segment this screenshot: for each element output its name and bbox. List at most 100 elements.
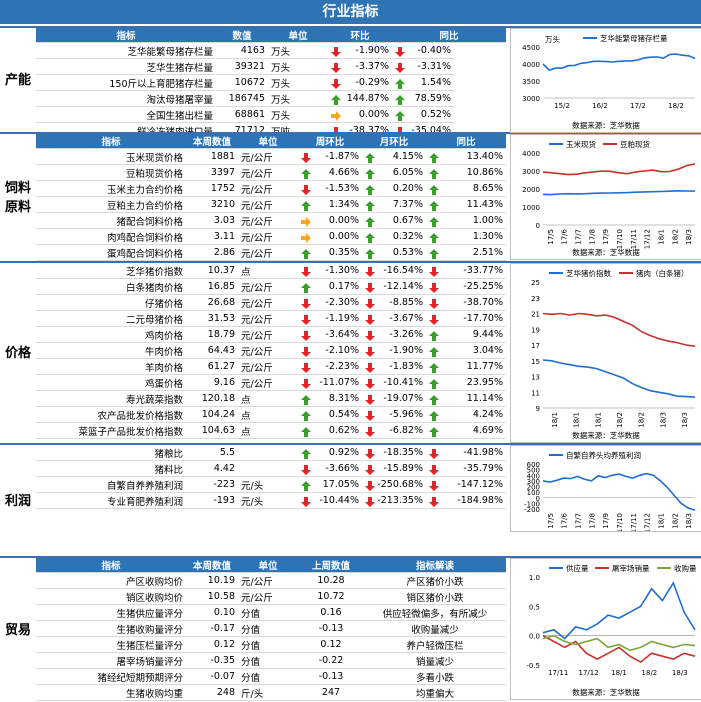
y-tick-label: 300 bbox=[527, 478, 540, 486]
change-value: -1.90% bbox=[355, 44, 389, 56]
previous-value: 0.12 bbox=[298, 636, 364, 653]
indicator-name: 生猪收购均重 bbox=[36, 684, 186, 701]
column-header: 单位 bbox=[238, 558, 298, 573]
y-tick-label: 0.0 bbox=[529, 633, 540, 641]
change-cell: -3.37% bbox=[328, 58, 392, 75]
indicator-value: 248 bbox=[186, 684, 238, 701]
indicator-value: 186745 bbox=[216, 90, 268, 107]
x-tick-label: 18/1 bbox=[611, 669, 627, 677]
arrow-up-icon bbox=[429, 168, 439, 179]
indicator-name: 菜篮子产品批发价格指数 bbox=[36, 422, 186, 439]
indicator-table: 指标 数值 单位 环比 同比 芝华能繁母猪存栏量 4163 万头 -1.90% -0.40% 芝华生… bbox=[36, 28, 507, 139]
table-row: 菜篮子产品批发价格指数 104.63 点 0.62% -6.82% 4.69% bbox=[36, 422, 506, 439]
arrow-up-icon bbox=[395, 78, 405, 89]
arrow-down-icon bbox=[301, 362, 311, 373]
column-header: 月环比 bbox=[362, 134, 426, 149]
change-value: 8.31% bbox=[328, 392, 359, 404]
x-tick-label: 16/2 bbox=[592, 102, 608, 110]
change-cell: 0.00% bbox=[328, 106, 392, 123]
indicator-value: 0.12 bbox=[186, 636, 238, 653]
change-cell: -147.12% bbox=[426, 476, 506, 493]
change-value: -38.70% bbox=[463, 296, 503, 308]
series-line bbox=[542, 312, 696, 347]
trend-chart: -200 -100 0 100 200 300 400 500 600 17/5 17/6 17/7 1… bbox=[510, 445, 701, 532]
x-tick-label: 18/3 bbox=[672, 669, 688, 677]
indicator-unit: 分值 bbox=[238, 652, 298, 669]
change-value: -10.41% bbox=[383, 376, 423, 388]
change-value: 0.00% bbox=[328, 230, 359, 242]
indicator-name: 豆粕现货价格 bbox=[36, 164, 186, 181]
indicator-value: 120.18 bbox=[186, 390, 238, 407]
arrow-down-icon bbox=[301, 184, 311, 195]
column-header: 指标解读 bbox=[364, 558, 506, 573]
arrow-down-icon bbox=[365, 448, 375, 459]
change-cell: -18.35% bbox=[362, 445, 426, 461]
series-line bbox=[542, 163, 696, 176]
change-cell: -2.23% bbox=[298, 358, 362, 375]
table-row: 寿光蔬菜指数 120.18 点 8.31% -19.07% 11.14% bbox=[36, 390, 506, 407]
indicator-name: 鸡肉价格 bbox=[36, 326, 186, 343]
change-cell: -2.30% bbox=[298, 294, 362, 311]
indicator-name: 150斤以上育肥猪存栏量 bbox=[36, 74, 216, 91]
arrow-down-icon bbox=[365, 480, 375, 491]
change-value: -0.29% bbox=[355, 76, 389, 88]
indicator-name: 羊肉价格 bbox=[36, 358, 186, 375]
arrow-up-icon bbox=[365, 152, 375, 163]
x-tick-label: 18/3 bbox=[659, 412, 667, 428]
arrow-down-icon bbox=[301, 496, 311, 507]
x-tick-label: 17/12 bbox=[644, 513, 652, 531]
indicator-value: 68861 bbox=[216, 106, 268, 123]
table-row: 芝华猪价指数 10.37 点 -1.30% -16.54% -33.77% bbox=[36, 263, 506, 279]
legend-label: 豆粕现货 bbox=[620, 139, 650, 149]
change-cell: 0.67% bbox=[362, 212, 426, 229]
change-value: -1.83% bbox=[389, 360, 423, 372]
indicator-unit: 元/公斤 bbox=[238, 164, 298, 181]
table-row: 牛肉价格 64.43 元/公斤 -2.10% -1.90% 3.04% bbox=[36, 342, 506, 359]
indicator-name: 芝华能繁母猪存栏量 bbox=[36, 42, 216, 59]
change-value: 4.15% bbox=[392, 150, 423, 162]
change-value: 0.62% bbox=[328, 424, 359, 436]
indicator-name: 牛肉价格 bbox=[36, 342, 186, 359]
x-tick-label: 18/1 bbox=[594, 412, 602, 428]
arrow-down-icon bbox=[365, 346, 375, 357]
change-value: 7.37% bbox=[392, 198, 423, 210]
indicator-unit: 元/公斤 bbox=[238, 148, 298, 165]
change-cell: 144.87% bbox=[328, 90, 392, 107]
indicator-value: 10672 bbox=[216, 74, 268, 91]
change-value: 8.65% bbox=[472, 182, 503, 194]
change-value: 0.53% bbox=[392, 246, 423, 258]
indicator-note: 养户轻微压栏 bbox=[364, 636, 506, 653]
indicator-name: 猪料比 bbox=[36, 460, 186, 477]
indicator-unit: 元/公斤 bbox=[238, 374, 298, 391]
indicator-note: 供应轻微偏多，有所减少 bbox=[364, 604, 506, 621]
indicator-name: 豆粕主力合约价格 bbox=[36, 196, 186, 213]
column-header: 本周数值 bbox=[186, 558, 238, 573]
change-cell: -1.87% bbox=[298, 148, 362, 165]
arrow-up-icon bbox=[429, 232, 439, 243]
indicator-unit: 万头 bbox=[268, 58, 328, 75]
indicator-value: 9.16 bbox=[186, 374, 238, 391]
table-row: 白条猪肉价格 16.85 元/公斤 0.17% -12.14% -25.25% bbox=[36, 278, 506, 295]
table-row: 生猪供应量评分 0.10 分值 0.16 供应轻微偏多，有所减少 bbox=[36, 604, 506, 621]
change-value: -6.82% bbox=[389, 424, 423, 436]
arrow-up-icon bbox=[365, 200, 375, 211]
arrow-up-icon bbox=[429, 200, 439, 211]
change-cell: 0.00% bbox=[298, 212, 362, 229]
arrow-down-icon bbox=[331, 78, 341, 89]
arrow-down-icon bbox=[429, 464, 439, 475]
x-tick-label: 18/3 bbox=[685, 229, 693, 245]
x-tick-label: 18/1 bbox=[657, 229, 665, 245]
section-label: 价格 bbox=[4, 346, 31, 361]
column-header: 数值 bbox=[216, 28, 268, 43]
change-cell: 10.86% bbox=[426, 164, 506, 181]
change-cell: -2.10% bbox=[298, 342, 362, 359]
y-tick-label: 0 bbox=[536, 222, 540, 230]
change-cell: -3.26% bbox=[362, 326, 426, 343]
change-value: -3.64% bbox=[325, 328, 359, 340]
change-value: -1.87% bbox=[325, 150, 359, 162]
arrow-down-icon bbox=[365, 426, 375, 437]
indicator-note: 销区猪价小跌 bbox=[364, 588, 506, 605]
table-row: 芝华能繁母猪存栏量 4163 万头 -1.90% -0.40% bbox=[36, 42, 506, 59]
indicator-name: 生猪收购量评分 bbox=[36, 620, 186, 637]
arrow-down-icon bbox=[365, 282, 375, 293]
